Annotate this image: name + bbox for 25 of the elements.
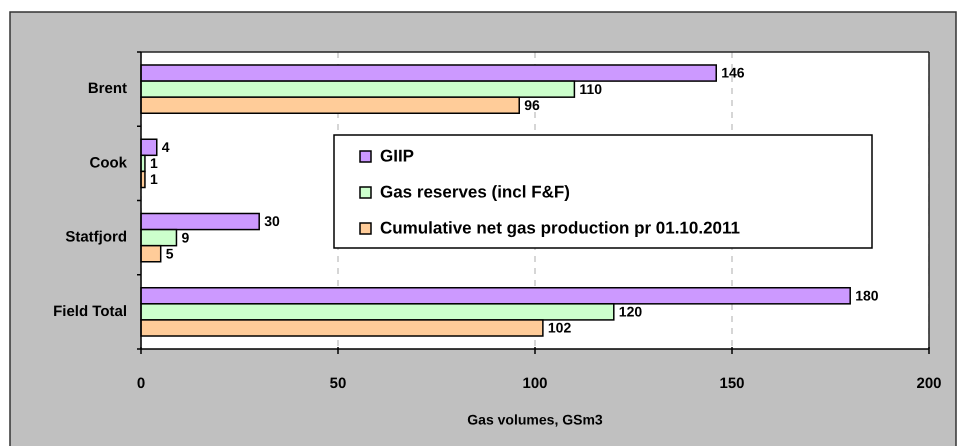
x-tick-label: 150 (719, 374, 745, 392)
y-tick-label: Cook (90, 154, 128, 172)
data-label: 1 (150, 171, 158, 188)
legend-label: Cumulative net gas production pr 01.10.2011 (380, 218, 740, 238)
y-tick-label: Field Total (53, 302, 127, 320)
y-tick-label: Brent (88, 80, 128, 98)
y-tick-label: Statfjord (65, 228, 127, 246)
data-label: 120 (618, 304, 642, 320)
data-label: 102 (548, 320, 572, 336)
data-label: 146 (721, 64, 745, 81)
data-label: 110 (579, 80, 602, 97)
x-axis-title: Gas volumes, GSm3 (467, 412, 603, 428)
legend-label: Gas reserves (incl F&F) (380, 182, 570, 202)
legend-label: GIIP (380, 146, 414, 166)
data-label: 96 (524, 96, 540, 113)
data-label: 4 (162, 138, 170, 155)
x-tick-label: 200 (916, 374, 942, 392)
data-label: 5 (166, 245, 174, 262)
data-label: 1 (150, 155, 158, 172)
data-label: 30 (264, 213, 280, 230)
x-tick-label: 50 (330, 374, 346, 392)
x-tick-label: 0 (136, 374, 146, 392)
data-label: 9 (181, 229, 190, 246)
data-label: 180 (855, 287, 879, 304)
x-tick-label: 100 (522, 374, 548, 392)
